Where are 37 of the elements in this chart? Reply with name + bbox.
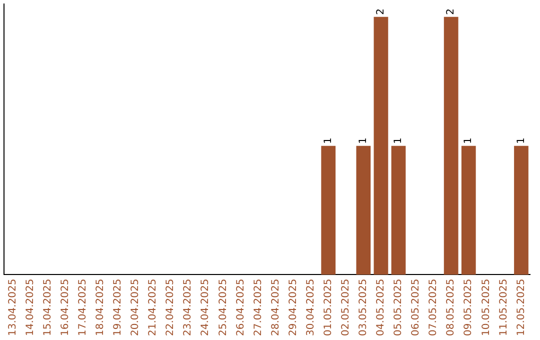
x-tick-label: 16.04.2025 bbox=[60, 278, 71, 336]
x-tick-label: 29.04.2025 bbox=[288, 278, 299, 336]
x-tick-label: 26.04.2025 bbox=[235, 278, 246, 336]
x-tick-label: 30.04.2025 bbox=[305, 278, 316, 336]
x-tick-label: 25.04.2025 bbox=[218, 278, 229, 336]
x-tick-label: 04.05.2025 bbox=[376, 278, 387, 336]
data-label: 2 bbox=[376, 8, 387, 15]
x-tick-label: 08.05.2025 bbox=[446, 278, 457, 336]
x-tick-label: 06.05.2025 bbox=[410, 278, 422, 336]
x-tick-label: 13.04.2025 bbox=[7, 278, 18, 336]
data-label: 1 bbox=[322, 137, 334, 144]
x-tick-label: 10.05.2025 bbox=[480, 278, 492, 336]
x-tick-label: 21.04.2025 bbox=[148, 278, 159, 336]
x-tick-label: 11.05.2025 bbox=[498, 278, 510, 336]
x-tick-label: 28.04.2025 bbox=[270, 278, 282, 336]
x-tick-label: 23.04.2025 bbox=[182, 278, 194, 336]
x-tick-label: 14.04.2025 bbox=[24, 278, 36, 336]
x-tick-label: 18.04.2025 bbox=[95, 278, 106, 336]
x-tick-label: 09.05.2025 bbox=[463, 278, 474, 336]
x-tick-label: 12.05.2025 bbox=[516, 278, 527, 336]
data-label: 2 bbox=[446, 8, 457, 15]
data-label: 1 bbox=[463, 137, 474, 144]
data-label: 1 bbox=[393, 137, 404, 144]
x-tick-label: 22.04.2025 bbox=[165, 278, 176, 336]
x-tick-label: 07.05.2025 bbox=[428, 278, 440, 336]
x-tick-label: 02.05.2025 bbox=[340, 278, 352, 336]
data-label: 1 bbox=[516, 137, 527, 144]
x-tick-label: 24.04.2025 bbox=[200, 278, 212, 336]
x-tick-label: 15.04.2025 bbox=[42, 278, 54, 336]
x-tick-label: 01.05.2025 bbox=[322, 278, 334, 336]
x-tick-label: 19.04.2025 bbox=[112, 278, 124, 336]
x-tick-label: 17.04.2025 bbox=[77, 278, 88, 336]
data-label: 1 bbox=[358, 137, 370, 144]
x-tick-label: 03.05.2025 bbox=[358, 278, 370, 336]
x-tick-label: 20.04.2025 bbox=[130, 278, 142, 336]
x-tick-label: 05.05.2025 bbox=[393, 278, 404, 336]
x-tick-label: 27.04.2025 bbox=[252, 278, 264, 336]
